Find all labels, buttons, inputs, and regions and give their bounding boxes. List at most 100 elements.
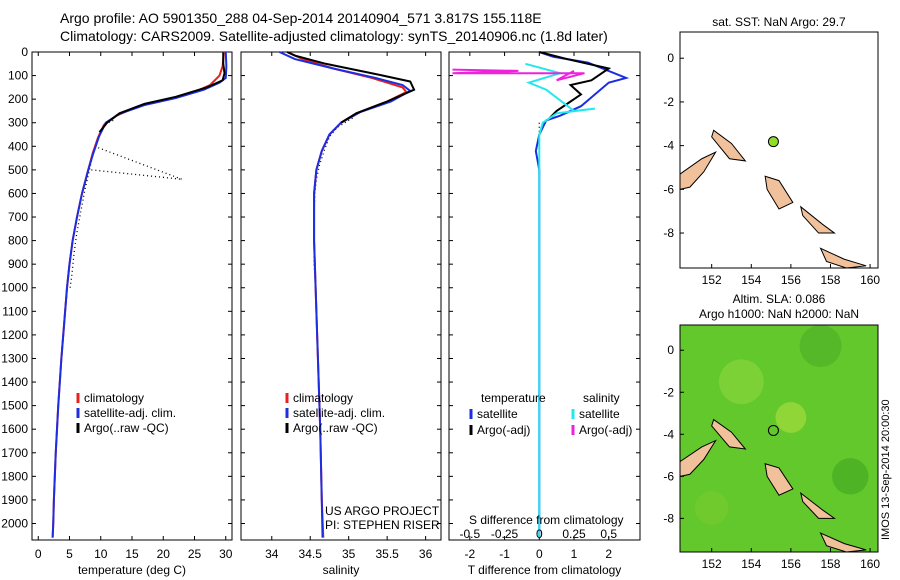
salinity-legend-label: climatology [293, 391, 353, 405]
sla-map-sla-patch [718, 359, 764, 405]
temperature-xtick-label: 20 [157, 547, 171, 561]
temperature-xtick-label: 25 [188, 547, 202, 561]
diff-s-tick-label: -0.5 [459, 527, 480, 541]
diff-legend-salinity-heading: salinity [583, 391, 620, 405]
depth-tick-label: 2000 [1, 516, 28, 530]
sla-map-sla-patch [832, 458, 869, 495]
sst-map-title: sat. SST: NaN Argo: 29.7 [712, 15, 846, 29]
depth-tick-label: 1300 [1, 351, 28, 365]
depth-tick-label: 1500 [1, 399, 28, 413]
sla-map-lat-label: -2 [663, 385, 674, 399]
sla-map-land [764, 463, 794, 496]
sst-map-land [764, 175, 794, 210]
depth-tick-label: 1900 [1, 493, 28, 507]
depth-tick-label: 1400 [1, 375, 28, 389]
temperature-xtick-label: 15 [125, 547, 139, 561]
diff-s-tick-label: 0.5 [600, 527, 617, 541]
depth-tick-label: 1000 [1, 281, 28, 295]
depth-tick-label: 1800 [1, 469, 28, 483]
salinity-dotted-line [313, 117, 353, 288]
diff-legend-temperature-heading: temperature [481, 391, 546, 405]
sst-map-lon-label: 158 [820, 273, 840, 287]
sst-map-lon-label: 160 [860, 273, 880, 287]
diff-legend-label: Argo(-adj) [477, 423, 530, 437]
sla-map-land [711, 418, 747, 450]
sla-map-lat-label: 0 [667, 343, 674, 357]
depth-tick-label: 700 [8, 210, 28, 224]
temperature-xtick-label: 30 [219, 547, 233, 561]
depth-tick-label: 1200 [1, 328, 28, 342]
sla-map-argo-position-marker [767, 424, 779, 436]
project-annotation-line: PI: STEPHEN RISER [325, 518, 440, 532]
sla-map-sla-patch [775, 402, 807, 433]
diff-s-tick-label: -0.25 [491, 527, 519, 541]
diff-s-tick-label: 0.25 [562, 527, 586, 541]
temperature-legend-label: satellite-adj. clim. [84, 406, 176, 420]
diff-s-axis-label: S difference from climatology [469, 513, 624, 527]
depth-tick-label: 1600 [1, 422, 28, 436]
temperature-dotted-line [94, 145, 183, 180]
sla-map-lat-label: -4 [663, 427, 674, 441]
sst-map-argo-position-marker [767, 136, 779, 148]
sla-map-frame [679, 324, 879, 553]
depth-tick-label: 100 [8, 69, 28, 83]
sst-map-land [679, 151, 717, 190]
depth-tick-label: 1100 [2, 304, 28, 318]
difference-series-sal_satellite [525, 62, 595, 538]
temperature-xlabel: temperature (deg C) [78, 563, 186, 577]
sst-map-land [819, 247, 867, 269]
sla-map-sla-patch [799, 325, 842, 368]
depth-tick-label: 0 [21, 45, 28, 59]
difference-series-argo [539, 51, 612, 119]
temperature-xtick-label: 5 [66, 547, 73, 561]
temperature-legend-label: climatology [84, 391, 144, 405]
sst-map-lat-label: -6 [663, 182, 674, 196]
sst-map-lat-label: 0 [667, 51, 674, 65]
salinity-legend-label: Argo(..raw -QC) [293, 421, 378, 435]
sst-map-lat-label: -2 [663, 95, 674, 109]
sla-map-sla-patch [694, 491, 729, 525]
sst-map-lat-label: -4 [663, 139, 674, 153]
sla-map [679, 324, 879, 553]
difference-series-satellite [534, 51, 630, 538]
sst-map-lon-label: 156 [781, 273, 801, 287]
sla-map-lat-label: -8 [663, 511, 674, 525]
salinity-xtick-label: 34 [265, 547, 279, 561]
salinity-legend-label: satellite-adj. clim. [293, 406, 385, 420]
salinity-axes-frame [240, 51, 442, 541]
depth-tick-label: 500 [8, 163, 28, 177]
difference-axes-frame [448, 51, 641, 541]
panel-difference [448, 51, 641, 541]
diff-legend-label: satellite [579, 407, 620, 421]
difference-xtick-label: -2 [465, 547, 476, 561]
salinity-series-argo [286, 51, 416, 124]
panel-salinity [240, 51, 442, 541]
salinity-xtick-label: 36 [419, 547, 433, 561]
depth-tick-label: 600 [8, 186, 28, 200]
salinity-xtick-label: 34.5 [299, 547, 323, 561]
project-annotation-line: US ARGO PROJECT [325, 504, 440, 518]
sla-map-lon-label: 158 [820, 557, 840, 571]
diff-legend-label: satellite [477, 407, 518, 421]
sla-map-lat-label: -6 [663, 469, 674, 483]
sst-map-land [711, 129, 747, 162]
salinity-series-climatology [286, 51, 408, 538]
panel-temperature [31, 51, 233, 541]
temperature-dotted-line [69, 119, 114, 288]
temperature-axes-frame [31, 51, 233, 541]
depth-tick-label: 900 [8, 257, 28, 271]
difference-xtick-label: 1 [571, 547, 578, 561]
sla-map-title-line1: Altim. SLA: 0.086 [733, 292, 826, 306]
difference-xlabel: T difference from climatology [468, 563, 622, 577]
sla-map-lon-label: 160 [860, 557, 880, 571]
temperature-xtick-label: 0 [35, 547, 42, 561]
salinity-xtick-label: 35.5 [375, 547, 399, 561]
sla-map-title-line2: Argo h1000: NaN h2000: NaN [699, 307, 859, 321]
sla-map-land [799, 491, 837, 519]
difference-xtick-label: 2 [605, 547, 612, 561]
difference-xtick-label: -1 [499, 547, 510, 561]
depth-tick-label: 300 [8, 116, 28, 130]
sla-map-lon-label: 154 [741, 557, 761, 571]
diff-s-tick-label: 0 [536, 527, 543, 541]
